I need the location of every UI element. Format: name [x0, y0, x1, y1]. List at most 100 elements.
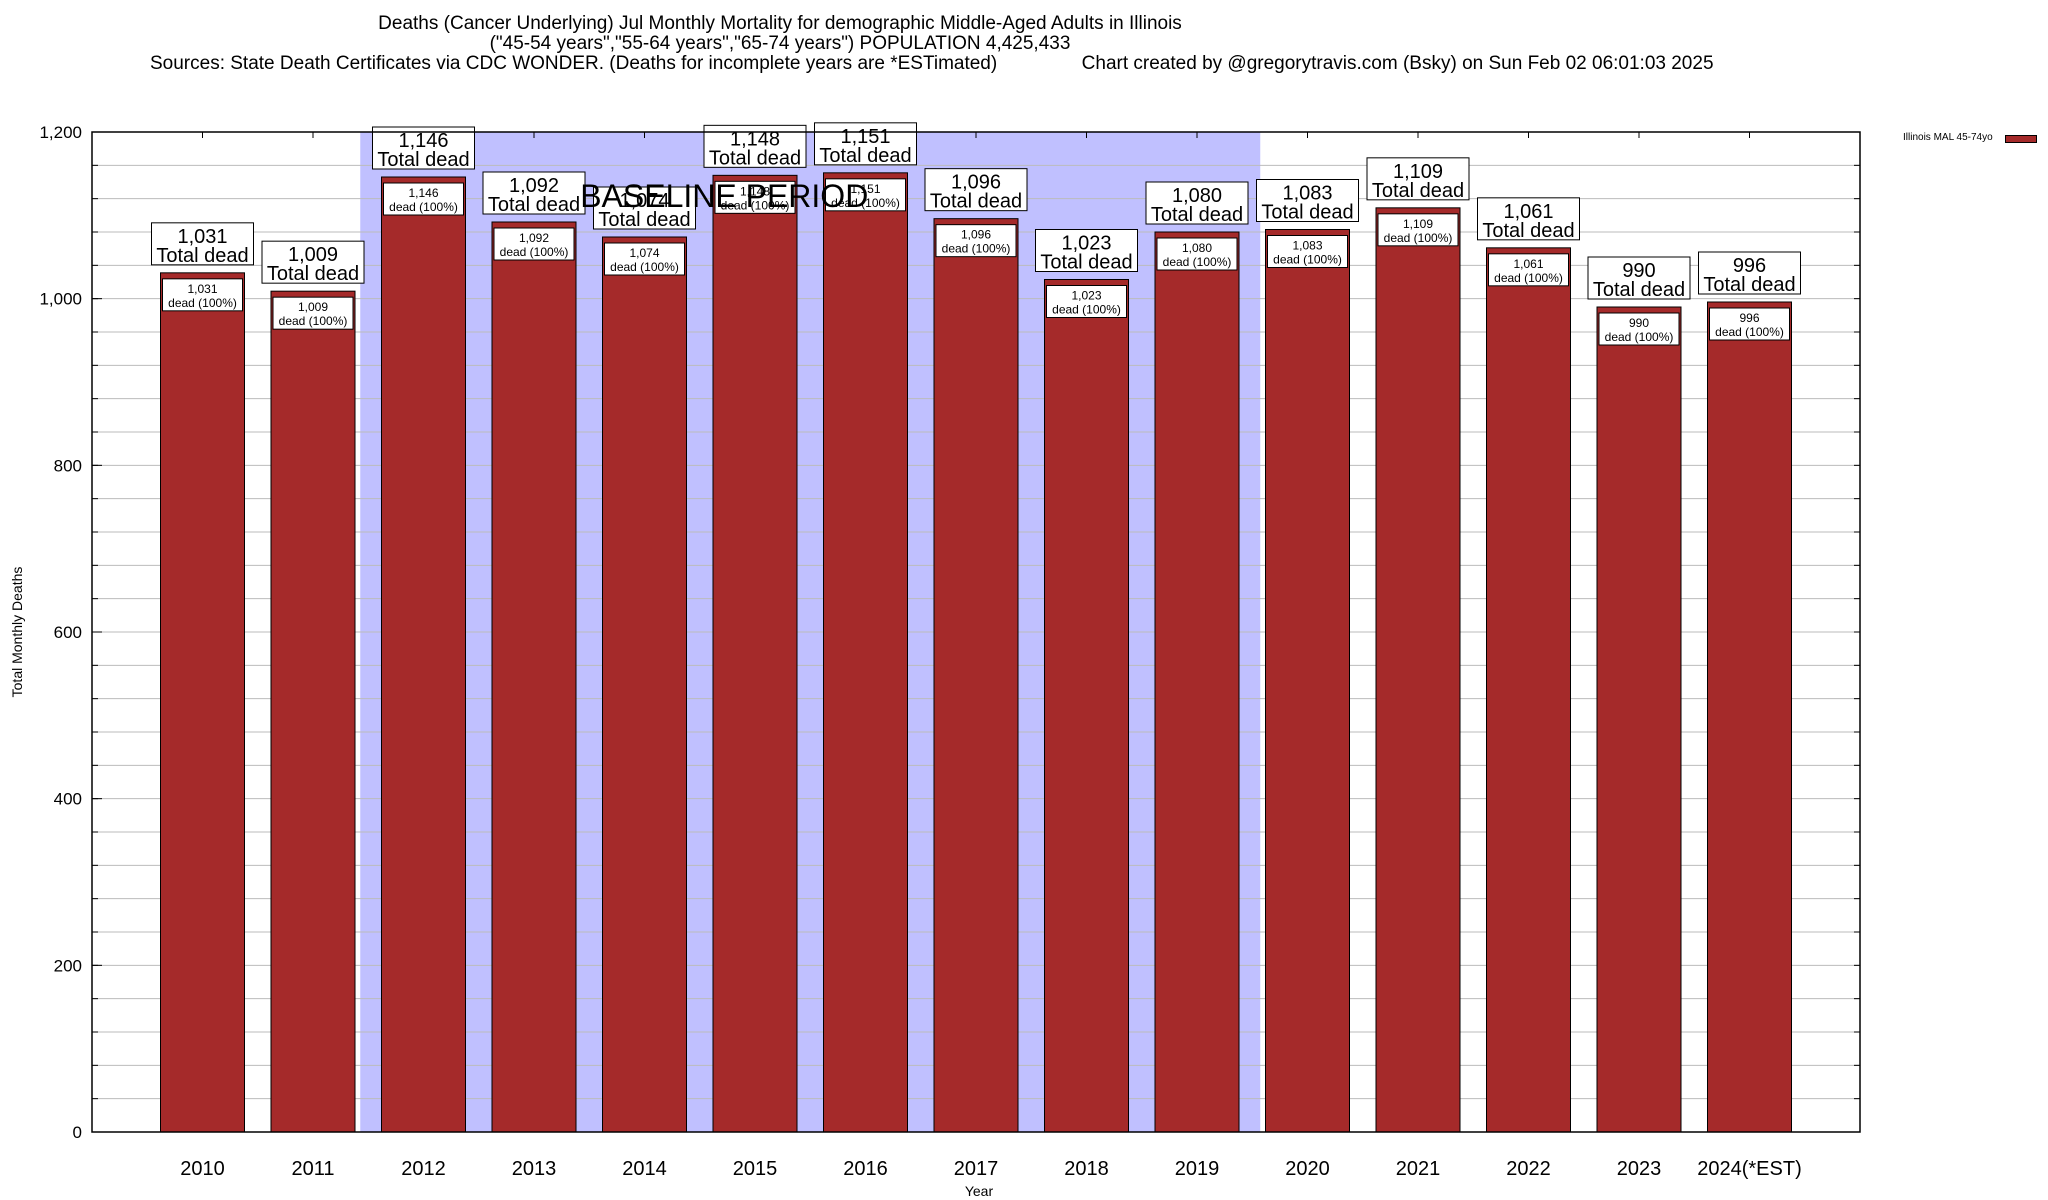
y-axis-label: Total Monthly Deaths: [9, 567, 25, 698]
bar-inner-label-box: [935, 224, 1017, 258]
bar: [712, 174, 798, 1133]
credit-text: Chart created by @gregorytravis.com (Bsk…: [1081, 53, 1714, 74]
bar-total-value: 1,096: [951, 172, 1001, 194]
bar-total-label-box: [1477, 197, 1580, 241]
baseline-period-label: BASELINE PERIOD: [580, 178, 868, 214]
bar-inner-label-box: [1156, 237, 1238, 271]
bar-inner-value: 1,151: [850, 182, 880, 196]
bar-total-suffix: Total dead: [1593, 279, 1685, 301]
chart-subtitle: ("45-54 years","55-64 years","65-74 year…: [489, 33, 1071, 54]
bar-inner-value: 990: [1629, 316, 1649, 330]
bar-total-suffix: Total dead: [709, 147, 801, 169]
bar-total-value: 1,009: [288, 244, 338, 266]
bar: [1375, 207, 1461, 1133]
bar-inner-value: 1,109: [1403, 217, 1433, 231]
bar-inner-suffix: dead (100%): [1052, 303, 1121, 317]
bar-total-suffix: Total dead: [1151, 204, 1243, 226]
bar-total-suffix: Total dead: [1482, 220, 1574, 242]
bar-total-value: 1,061: [1503, 201, 1553, 223]
chart-sources-line: Sources: State Death Certificates via CD…: [150, 54, 1714, 74]
bar: [1265, 229, 1350, 1133]
bar-inner-suffix: dead (100%): [279, 314, 348, 328]
bar-inner-label-box: [604, 242, 685, 276]
bar-total-label-box: [814, 122, 917, 166]
bar-inner-suffix: dead (100%): [389, 200, 458, 214]
bar-inner-value: 1,092: [519, 231, 549, 245]
x-tick-label: 2011: [291, 1158, 334, 1180]
y-tick-label: 1,200: [39, 123, 82, 142]
bar-total-label-box: [924, 168, 1028, 212]
sources-text: Sources: State Death Certificates via CD…: [150, 53, 998, 74]
bar-inner-label-box: [1046, 285, 1127, 318]
bar-total-label-box: [151, 222, 254, 266]
bar-total-value: 1,083: [1282, 183, 1332, 205]
bar-total-label-box: [593, 186, 696, 230]
bar-total-label-box: [1698, 251, 1801, 295]
bar-total-suffix: Total dead: [1040, 252, 1132, 274]
bar-inner-suffix: dead (100%): [500, 245, 569, 259]
bar-inner-suffix: dead (100%): [1273, 253, 1342, 267]
bar-inner-label-box: [1709, 307, 1790, 341]
bar: [270, 290, 356, 1133]
legend-label: Illinois MAL 45-74yo: [1903, 132, 1993, 143]
bar-total-suffix: Total dead: [1703, 274, 1795, 296]
bar-inner-suffix: dead (100%): [1384, 231, 1453, 245]
bar-inner-suffix: dead (100%): [1494, 271, 1563, 285]
bar-inner-label-box: [1267, 235, 1348, 268]
x-tick-label: 2014: [622, 1158, 667, 1180]
legend-swatch: [2005, 135, 2037, 143]
bar: [1596, 306, 1682, 1133]
bar: [933, 218, 1019, 1133]
bar-inner-label-box: [383, 182, 464, 216]
bar-total-suffix: Total dead: [819, 145, 911, 167]
bar: [823, 172, 908, 1133]
bar-inner-value: 1,031: [187, 282, 217, 296]
y-tick-label: 800: [54, 456, 82, 475]
bar-inner-value: 1,080: [1182, 241, 1212, 255]
bar-total-value: 1,109: [1393, 161, 1443, 183]
bar: [491, 221, 577, 1133]
bar: [602, 236, 687, 1133]
bar-total-suffix: Total dead: [156, 245, 248, 267]
bar-inner-suffix: dead (100%): [831, 196, 900, 210]
y-tick-label: 1,000: [39, 290, 82, 309]
bar: [1486, 247, 1571, 1133]
x-tick-label: 2023: [1617, 1158, 1662, 1180]
bar-total-value: 996: [1733, 255, 1766, 277]
bar-inner-value: 1,074: [629, 246, 659, 260]
bar-total-label-box: [1366, 157, 1470, 201]
bar: [1044, 279, 1129, 1133]
bar: [381, 176, 466, 1133]
bar-total-label-box: [1587, 256, 1691, 300]
bar-inner-suffix: dead (100%): [1163, 255, 1232, 269]
x-tick-label: 2013: [512, 1158, 557, 1180]
bar-inner-value: 1,148: [740, 184, 770, 198]
bar-total-value: 1,023: [1061, 233, 1111, 255]
x-tick-label: 2020: [1285, 1158, 1330, 1180]
plot-frame: [91, 131, 1861, 1133]
bar-total-suffix: Total dead: [1261, 202, 1353, 224]
x-tick-label: 2022: [1506, 1158, 1551, 1180]
x-axis-label: Year: [965, 1183, 994, 1199]
bar-total-value: 1,146: [398, 130, 448, 152]
bar-total-suffix: Total dead: [488, 194, 580, 216]
bar-total-value: 1,148: [730, 128, 780, 150]
bar-total-suffix: Total dead: [598, 209, 690, 231]
bar: [1154, 231, 1240, 1133]
bar-inner-value: 996: [1739, 311, 1759, 325]
y-tick-label: 600: [54, 623, 82, 642]
bar-inner-label-box: [825, 178, 906, 212]
bar-total-value: 990: [1622, 260, 1655, 282]
bar-inner-label-box: [162, 278, 243, 312]
bar-inner-value: 1,061: [1513, 257, 1543, 271]
x-tick-label: 2021: [1396, 1158, 1441, 1180]
bar-inner-label-box: [1598, 312, 1680, 346]
bar-inner-label-box: [1488, 253, 1569, 287]
bar-inner-label-box: [493, 227, 575, 261]
bar-inner-value: 1,083: [1292, 239, 1322, 253]
y-tick-label: 400: [54, 790, 82, 809]
bar: [160, 272, 245, 1133]
bar-inner-suffix: dead (100%): [942, 242, 1011, 256]
bar-inner-suffix: dead (100%): [1715, 325, 1784, 339]
